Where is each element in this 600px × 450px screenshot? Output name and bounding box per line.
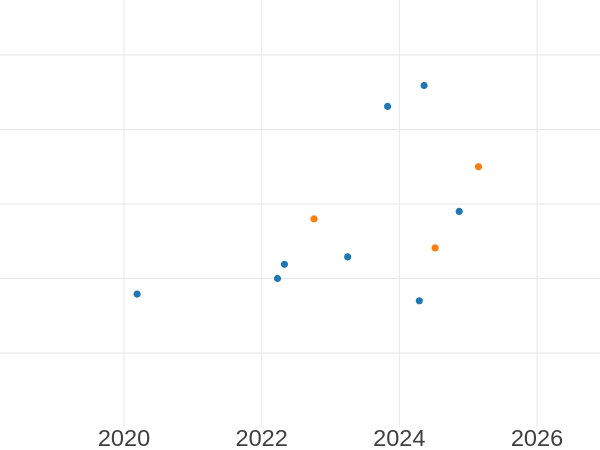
data-point-series-blue xyxy=(133,290,141,298)
data-point-series-blue xyxy=(455,207,463,215)
data-point-series-blue xyxy=(420,81,428,90)
data-point-series-orange xyxy=(474,163,483,171)
data-point-series-orange xyxy=(431,244,439,252)
data-point-series-blue xyxy=(344,253,352,261)
data-point-series-blue xyxy=(415,297,423,305)
x-tick-label: 2020 xyxy=(98,425,150,450)
data-point-series-blue xyxy=(384,102,392,110)
x-tick-label: 2026 xyxy=(511,425,563,450)
x-tick-label: 2022 xyxy=(236,425,288,450)
data-point-series-blue xyxy=(273,274,282,283)
data-point-series-orange xyxy=(310,215,318,223)
x-tick-label: 2024 xyxy=(373,425,425,450)
data-point-series-blue xyxy=(280,260,288,268)
